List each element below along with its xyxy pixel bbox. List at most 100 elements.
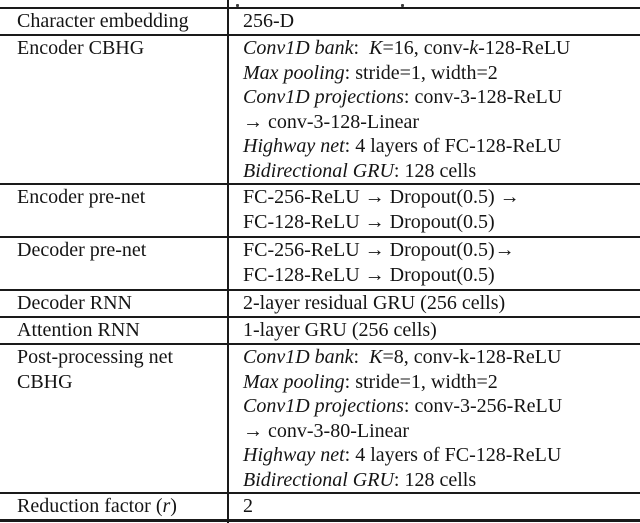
spec-cell: FC-256-ReLU → Dropout(0.5)→ FC-128-ReLU →… <box>228 238 640 289</box>
cropped-caption-fragment <box>401 4 404 7</box>
value-text-segment: Conv1D projections <box>243 86 404 108</box>
value-text-segment: FC-128-ReLU → Dropout(0.5) <box>243 263 495 286</box>
value-line: Conv1D projections: conv-3-128-ReLU <box>243 85 638 110</box>
label-text-segment: Encoder pre-net <box>17 186 146 208</box>
value-text-segment: Highway net <box>243 135 345 157</box>
spec-cell: 256-D <box>228 9 640 34</box>
value-line: Conv1D bank: K=16, conv-k-128-ReLU <box>243 36 638 61</box>
value-text-segment: : <box>353 37 370 59</box>
cropped-caption-fragment <box>236 4 239 7</box>
table-bottom-rule <box>0 519 640 522</box>
value-line: Bidirectional GRU: 128 cells <box>243 468 638 493</box>
value-text-segment: → conv-3-128-Linear <box>243 110 420 133</box>
label-text-segment: Character embedding <box>17 10 189 32</box>
module-cell: Encoder pre-net <box>0 185 228 236</box>
value-text-segment: Highway net <box>243 444 345 466</box>
value-text-segment: : conv-3-128-ReLU <box>403 86 563 108</box>
label-text-segment: r <box>162 495 171 517</box>
value-text-segment: FC-128-ReLU → Dropout(0.5) <box>243 210 495 233</box>
value-line: Max pooling: stride=1, width=2 <box>243 61 638 86</box>
value-text-segment: Max pooling <box>243 61 345 84</box>
cropped-caption-band <box>0 0 640 7</box>
value-line: 1-layer GRU (256 cells) <box>243 318 638 343</box>
value-text-segment: K <box>369 346 383 368</box>
value-text-segment: -128-ReLU <box>478 37 571 59</box>
value-text-segment: : 128 cells <box>393 468 477 491</box>
value-text-segment: k <box>469 37 479 59</box>
label-line: Decoder RNN <box>17 291 224 316</box>
value-line: Highway net: 4 layers of FC-128-ReLU <box>243 443 638 468</box>
label-line: Reduction factor (r) <box>17 494 224 519</box>
value-line: FC-256-ReLU → Dropout(0.5)→ <box>243 238 638 263</box>
value-text-segment: =16, conv- <box>382 37 470 59</box>
module-cell: Character embedding <box>0 9 228 34</box>
label-text-segment: Reduction factor ( <box>17 495 163 517</box>
value-text-segment: : conv-3-256-ReLU <box>403 395 563 417</box>
label-text-segment: Decoder pre-net <box>17 239 147 261</box>
column-divider-rule <box>227 0 229 523</box>
spec-cell: FC-256-ReLU → Dropout(0.5) → FC-128-ReLU … <box>228 185 640 236</box>
table-row-attention-rnn: Attention RNN 1-layer GRU (256 cells) <box>0 316 640 343</box>
table-row-post-processing-net-cbhg: Post-processing net CBHG Conv1D bank: K=8,… <box>0 343 640 492</box>
value-text-segment: Max pooling <box>243 370 345 393</box>
value-text-segment: → conv-3-80-Linear <box>243 419 410 442</box>
value-text-segment: : 4 layers of FC-128-ReLU <box>344 135 562 157</box>
value-text-segment: 2 <box>243 495 253 517</box>
label-line: Post-processing net <box>17 345 224 370</box>
value-line: 2-layer residual GRU (256 cells) <box>243 291 638 316</box>
value-text-segment: : stride=1, width=2 <box>344 370 498 393</box>
label-line: CBHG <box>17 370 224 395</box>
hyperparameter-table: Character embedding 256-D Encoder CBHG Conv… <box>0 7 640 522</box>
value-text-segment: Conv1D bank <box>243 346 354 368</box>
value-line: → conv-3-80-Linear <box>243 419 638 444</box>
value-line: 256-D <box>243 9 638 34</box>
label-text-segment: Attention RNN <box>17 319 140 341</box>
label-text-segment: ) <box>170 495 177 517</box>
value-text-segment: K <box>369 37 383 59</box>
value-line: Highway net: 4 layers of FC-128-ReLU <box>243 134 638 159</box>
spec-cell: 2-layer residual GRU (256 cells) <box>228 291 640 316</box>
label-line: Encoder pre-net <box>17 185 224 210</box>
value-text-segment: Conv1D bank <box>243 37 354 59</box>
spec-cell: Conv1D bank: K=16, conv-k-128-ReLU Max po… <box>228 36 640 183</box>
spec-cell: 1-layer GRU (256 cells) <box>228 318 640 343</box>
label-line: Encoder CBHG <box>17 36 224 61</box>
value-text-segment: : <box>353 346 370 368</box>
module-cell: Attention RNN <box>0 318 228 343</box>
value-line: Max pooling: stride=1, width=2 <box>243 370 638 395</box>
value-line: Conv1D bank: K=8, conv-k-128-ReLU <box>243 345 638 370</box>
value-line: 2 <box>243 494 638 519</box>
module-cell: Post-processing net CBHG <box>0 345 228 492</box>
module-cell: Decoder pre-net <box>0 238 228 289</box>
value-text-segment: Conv1D projections <box>243 395 404 417</box>
table-row-encoder-cbhg: Encoder CBHG Conv1D bank: K=16, conv-k-12… <box>0 34 640 183</box>
value-text-segment: 2-layer residual GRU (256 cells) <box>243 292 506 314</box>
value-text-segment: 1-layer GRU (256 cells) <box>243 319 437 341</box>
label-line: Character embedding <box>17 9 224 34</box>
label-text-segment: CBHG <box>17 370 73 393</box>
value-line: Conv1D projections: conv-3-256-ReLU <box>243 394 638 419</box>
value-line: → conv-3-128-Linear <box>243 110 638 135</box>
table-row-character-embedding: Character embedding 256-D <box>0 7 640 34</box>
value-text-segment: Bidirectional GRU <box>243 159 394 182</box>
spec-cell: Conv1D bank: K=8, conv-k-128-ReLU Max poo… <box>228 345 640 492</box>
table-row-encoder-pre-net: Encoder pre-net FC-256-ReLU → Dropout(0.5… <box>0 183 640 236</box>
module-cell: Decoder RNN <box>0 291 228 316</box>
value-line: FC-256-ReLU → Dropout(0.5) → <box>243 185 638 210</box>
value-text-segment: : 4 layers of FC-128-ReLU <box>344 444 562 466</box>
label-line: Decoder pre-net <box>17 238 224 263</box>
value-text-segment: =8, conv-k-128-ReLU <box>382 346 562 368</box>
value-text-segment: : 128 cells <box>393 159 477 182</box>
module-cell: Encoder CBHG <box>0 36 228 183</box>
table-row-reduction-factor: Reduction factor (r) 2 <box>0 492 640 519</box>
value-line: Bidirectional GRU: 128 cells <box>243 159 638 184</box>
value-text-segment: FC-256-ReLU → Dropout(0.5) → <box>243 186 520 208</box>
value-line: FC-128-ReLU → Dropout(0.5) <box>243 263 638 288</box>
table-row-decoder-rnn: Decoder RNN 2-layer residual GRU (256 cel… <box>0 289 640 316</box>
label-text-segment: Post-processing net <box>17 346 174 368</box>
label-line: Attention RNN <box>17 318 224 343</box>
module-cell: Reduction factor (r) <box>0 494 228 519</box>
value-text-segment: Bidirectional GRU <box>243 468 394 491</box>
label-text-segment: Encoder CBHG <box>17 37 145 59</box>
